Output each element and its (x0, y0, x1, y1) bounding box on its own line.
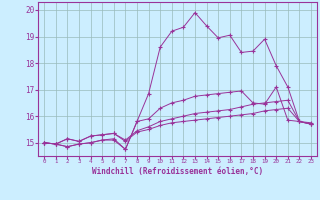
X-axis label: Windchill (Refroidissement éolien,°C): Windchill (Refroidissement éolien,°C) (92, 167, 263, 176)
